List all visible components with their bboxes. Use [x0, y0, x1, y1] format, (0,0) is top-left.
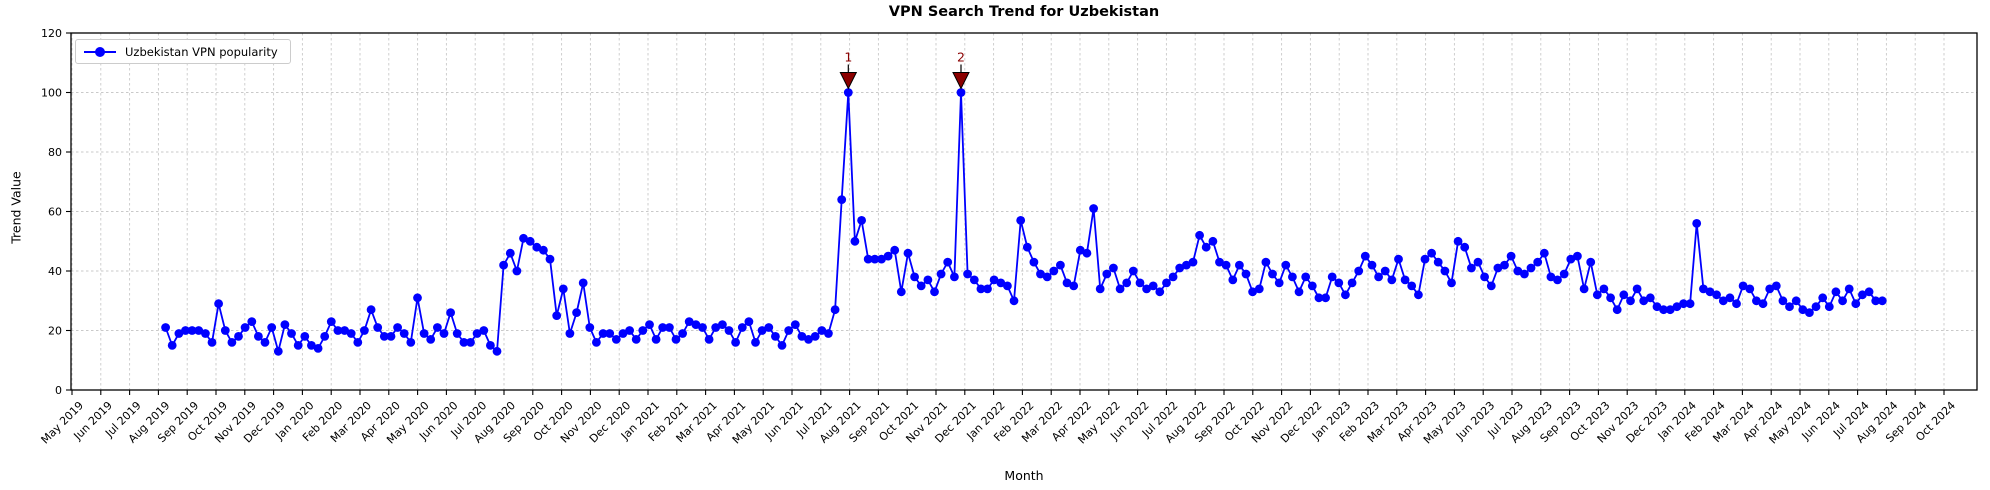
- x-axis-label: Month: [1004, 468, 1044, 483]
- svg-text:0: 0: [55, 384, 62, 397]
- legend-label: Uzbekistan VPN popularity: [125, 44, 278, 59]
- svg-text:100: 100: [41, 87, 62, 100]
- svg-text:120: 120: [41, 27, 62, 40]
- chart-title: VPN Search Trend for Uzbekistan: [888, 4, 1160, 20]
- legend-line-marker-icon: [84, 46, 116, 57]
- svg-text:60: 60: [48, 206, 62, 219]
- svg-text:1: 1: [844, 50, 852, 65]
- svg-text:80: 80: [48, 146, 62, 159]
- svg-text:20: 20: [48, 325, 62, 338]
- legend: Uzbekistan VPN popularity: [75, 39, 291, 64]
- svg-text:40: 40: [48, 265, 62, 278]
- svg-text:2: 2: [957, 50, 965, 65]
- y-axis-label: Trend Value: [8, 171, 24, 244]
